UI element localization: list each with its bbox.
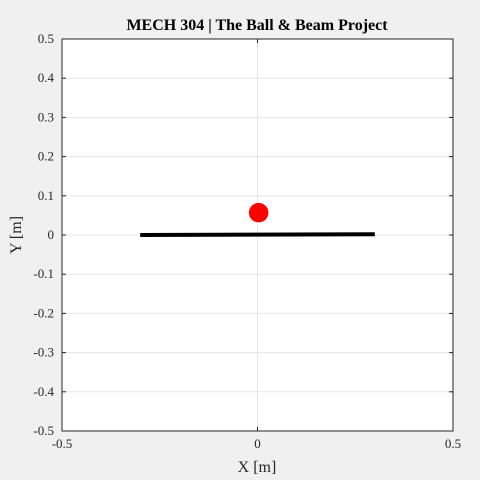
y-tick-label: -0.2 xyxy=(33,305,54,320)
x-tick-label: -0.5 xyxy=(52,436,73,451)
y-tick-label: 0.4 xyxy=(38,70,55,85)
ball xyxy=(248,202,269,223)
y-tick-label: 0 xyxy=(48,227,55,242)
chart-title: MECH 304 | The Ball & Beam Project xyxy=(126,17,388,34)
x-axis-label: X [m] xyxy=(238,459,277,476)
y-tick-label: 0.1 xyxy=(38,188,54,203)
y-axis-label: Y [m] xyxy=(8,216,25,254)
y-tick-label: -0.3 xyxy=(33,345,54,360)
x-tick-label: 0.5 xyxy=(445,436,461,451)
beam xyxy=(140,232,375,237)
y-tick-label: -0.1 xyxy=(33,266,54,281)
y-tick-label: 0.2 xyxy=(38,149,54,164)
y-tick-label: 0.5 xyxy=(38,31,54,46)
x-tick-label: 0 xyxy=(254,436,261,451)
plot-marks xyxy=(140,202,375,237)
y-tick-label: -0.4 xyxy=(33,384,54,399)
y-tick-label: 0.3 xyxy=(38,109,54,124)
y-tick-label: -0.5 xyxy=(33,423,54,438)
ticks: 0.5 0.4 0.3 0.2 0.1 0 -0.1 -0.2 -0.3 -0.4 -0.5-0.5… xyxy=(33,31,461,451)
